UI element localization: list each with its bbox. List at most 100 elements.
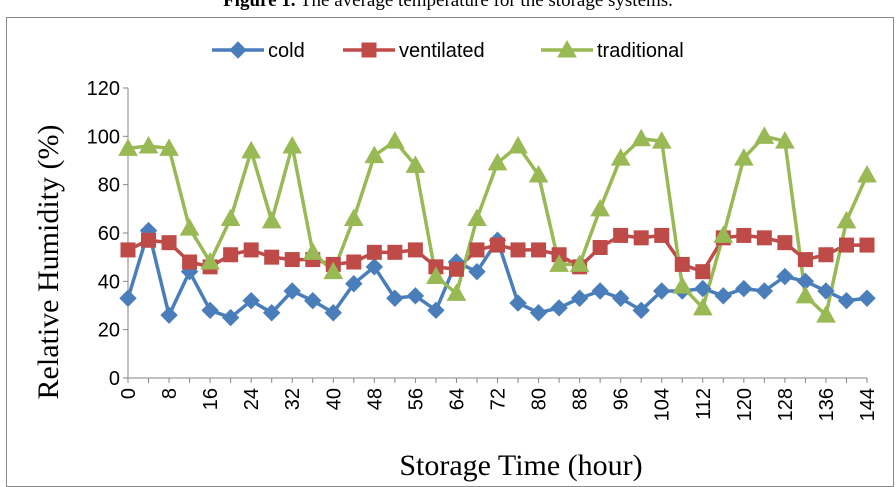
x-tick-label: 80	[529, 388, 551, 410]
y-axis-label: Relative Humidity (%)	[32, 125, 65, 400]
data-point-traditional	[487, 152, 508, 171]
data-point-ventilated	[141, 232, 157, 248]
data-point-traditional	[569, 254, 590, 272]
x-tick-label: 136	[816, 388, 838, 421]
data-point-ventilated	[510, 242, 526, 258]
x-tick-label: 96	[611, 388, 633, 410]
x-tick-label: 0	[118, 388, 140, 399]
legend-marker-traditional	[557, 39, 577, 58]
data-point-ventilated	[448, 261, 464, 277]
data-point-traditional	[836, 210, 857, 229]
data-point-traditional	[323, 261, 344, 280]
data-point-ventilated	[859, 237, 875, 253]
data-point-traditional	[343, 208, 364, 226]
data-point-cold	[427, 301, 445, 320]
data-point-cold	[509, 294, 527, 312]
data-point-traditional	[302, 242, 323, 260]
data-point-traditional	[651, 131, 672, 149]
data-point-cold	[776, 267, 794, 286]
data-point-traditional	[857, 164, 877, 183]
data-point-ventilated	[243, 242, 259, 258]
y-tick-label: 100	[87, 126, 120, 148]
data-point-traditional	[426, 266, 446, 284]
x-tick-label: 120	[734, 388, 756, 421]
data-point-ventilated	[284, 252, 300, 268]
x-tick-label: 56	[405, 388, 427, 410]
legend-marker-cold	[229, 41, 247, 59]
figure-caption-label: Figure 1.	[223, 0, 296, 11]
data-point-cold	[755, 282, 774, 300]
x-tick-label: 8	[159, 388, 181, 399]
data-point-traditional	[631, 128, 652, 147]
data-point-cold	[694, 279, 712, 298]
data-point-traditional	[610, 148, 631, 166]
data-point-cold	[591, 282, 609, 300]
x-tick-label: 16	[200, 388, 222, 410]
data-point-traditional	[467, 208, 487, 226]
data-point-ventilated	[223, 247, 239, 263]
data-point-ventilated	[182, 254, 198, 270]
data-point-ventilated	[120, 242, 136, 258]
y-tick-label: 20	[98, 320, 120, 342]
data-point-traditional	[179, 218, 200, 236]
data-point-ventilated	[838, 237, 854, 253]
data-point-ventilated	[490, 237, 505, 253]
data-point-cold	[262, 304, 281, 322]
series-markers	[118, 126, 877, 327]
data-point-cold	[242, 291, 260, 310]
x-tick-label: 40	[323, 388, 345, 410]
data-point-cold	[365, 258, 384, 276]
x-tick-label: 64	[446, 388, 468, 410]
data-point-ventilated	[777, 235, 793, 251]
legend-label-cold: cold	[268, 40, 305, 62]
legend: cold ventilated traditional	[212, 39, 684, 62]
axes: 0 20 40 60 80 100 120 0 8 16 24 32 40 48 56 64 72 80 88 96 1…	[87, 78, 879, 421]
data-point-cold	[714, 287, 733, 305]
data-point-cold	[283, 282, 301, 300]
data-point-cold	[160, 306, 178, 324]
data-point-cold	[468, 262, 486, 281]
data-point-traditional	[508, 135, 528, 154]
data-point-cold	[858, 289, 876, 307]
data-point-ventilated	[407, 242, 423, 258]
figure-caption: Figure 1. The average temperature for th…	[0, 0, 896, 12]
data-point-cold	[221, 308, 240, 327]
data-point-traditional	[261, 210, 282, 229]
data-point-traditional	[446, 283, 467, 301]
data-point-cold	[817, 282, 835, 300]
data-point-traditional	[590, 198, 610, 217]
x-tick-label: 24	[241, 388, 263, 410]
legend-label-traditional: traditional	[597, 40, 684, 62]
data-point-traditional	[816, 305, 836, 323]
data-point-ventilated	[613, 227, 629, 243]
y-tick-label: 80	[98, 175, 120, 197]
data-point-traditional	[528, 164, 549, 183]
data-point-cold	[735, 279, 753, 298]
data-point-ventilated	[736, 227, 752, 243]
y-tick-label: 120	[87, 78, 120, 100]
data-point-ventilated	[469, 242, 485, 258]
x-tick-label: 88	[570, 388, 592, 410]
data-point-traditional	[159, 138, 179, 156]
data-point-cold	[837, 291, 856, 310]
data-point-ventilated	[161, 235, 177, 251]
data-point-ventilated	[756, 230, 772, 246]
y-tick-label: 0	[109, 368, 120, 390]
data-point-cold	[406, 287, 425, 305]
data-point-ventilated	[633, 230, 649, 246]
x-tick-label: 72	[488, 388, 510, 410]
data-point-cold	[119, 289, 137, 307]
data-point-traditional	[138, 135, 159, 154]
x-tick-label: 32	[282, 388, 304, 410]
figure-caption-text: The average temperature for the storage …	[295, 0, 673, 11]
x-tick-label: 104	[652, 388, 674, 421]
data-point-cold	[386, 289, 404, 307]
legend-label-ventilated: ventilated	[399, 40, 485, 62]
data-point-traditional	[200, 251, 220, 270]
data-point-traditional	[713, 225, 734, 243]
data-point-cold	[632, 301, 650, 320]
data-point-traditional	[775, 131, 795, 149]
data-point-ventilated	[366, 244, 382, 260]
x-tick-label: 128	[775, 388, 797, 421]
data-point-traditional	[282, 135, 303, 154]
